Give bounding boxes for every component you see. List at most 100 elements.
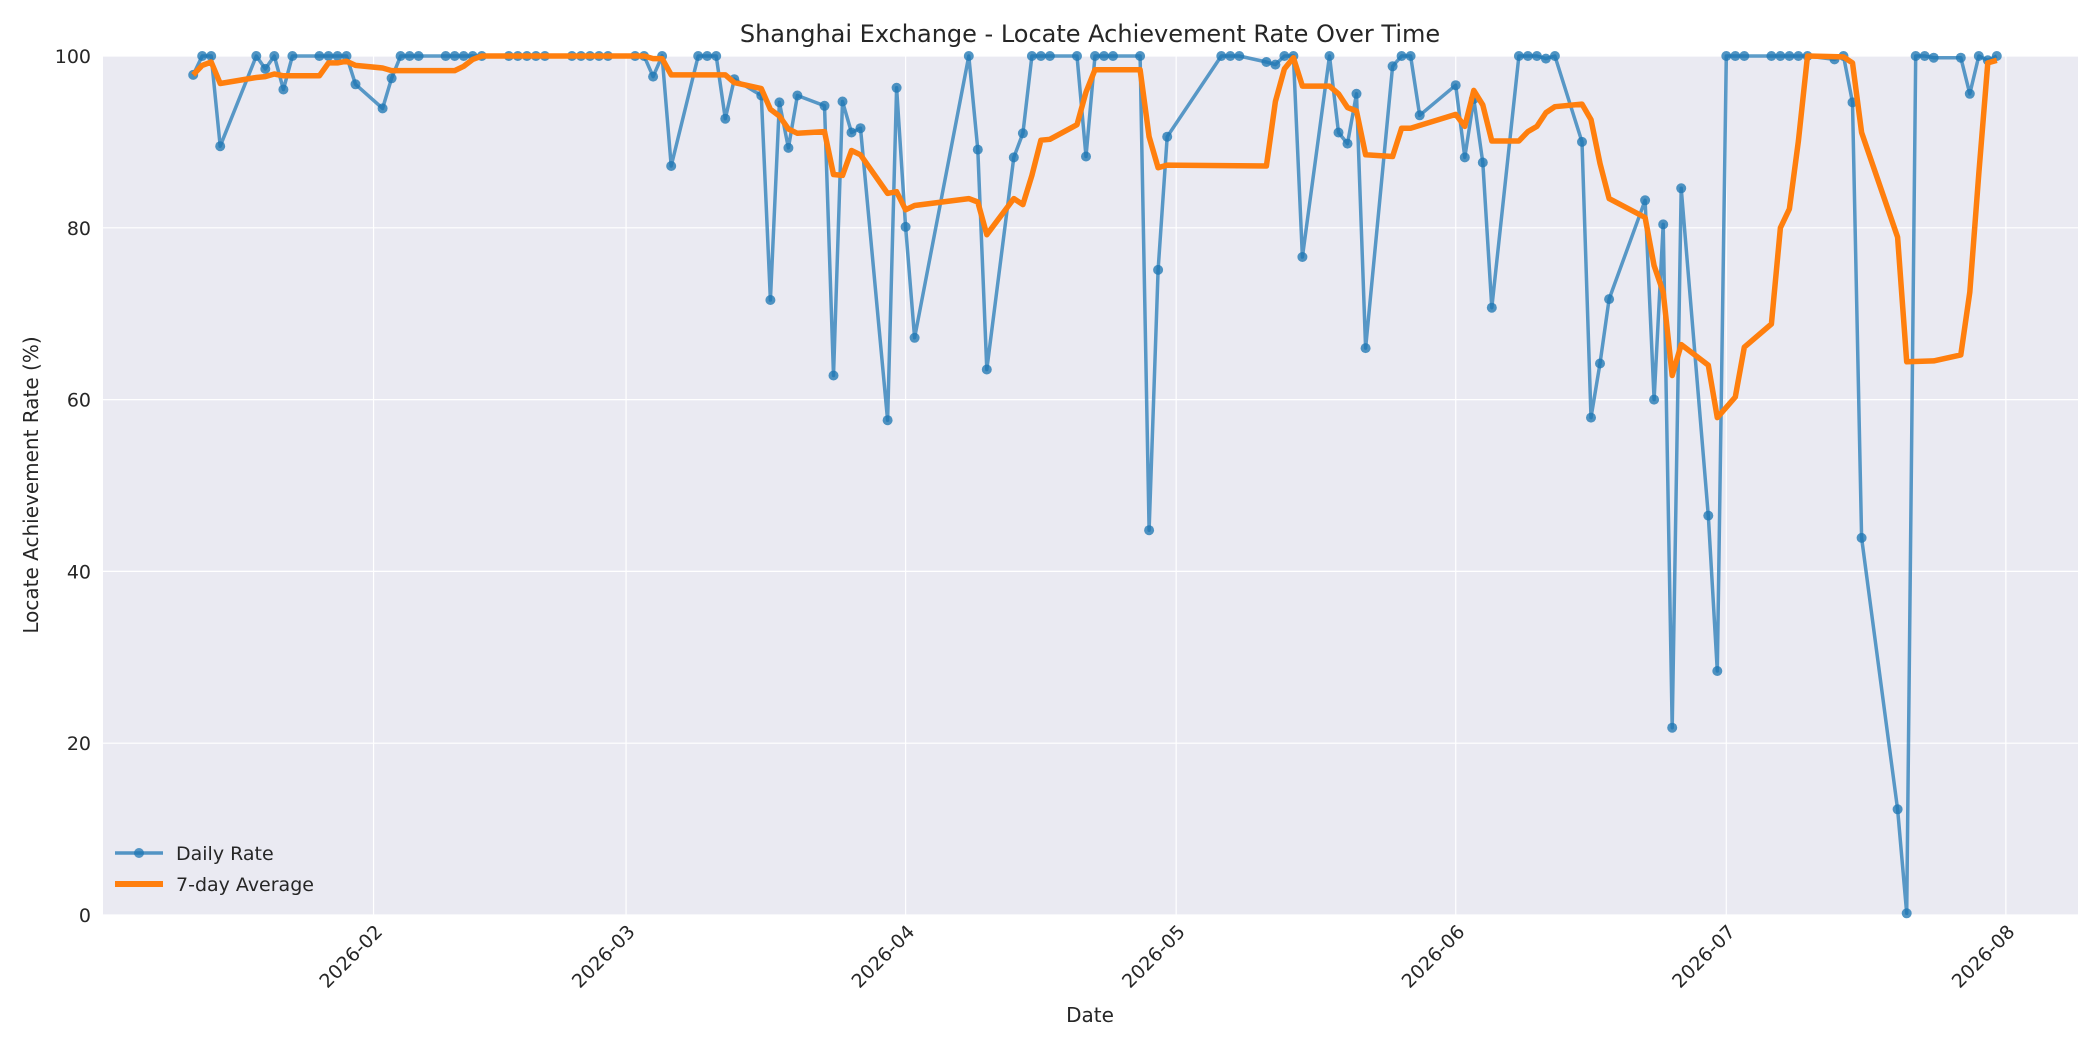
data-point-daily-rate (1351, 88, 1362, 99)
data-point-daily-rate (1577, 136, 1587, 147)
data-point-daily-rate (1540, 53, 1551, 64)
data-point-daily-rate (963, 51, 974, 61)
data-point-daily-rate (1017, 128, 1028, 139)
data-point-daily-rate (855, 123, 866, 134)
data-point-daily-rate (1450, 80, 1461, 91)
x-tick-label: 2026-04 (847, 921, 919, 993)
data-point-daily-rate (882, 415, 893, 426)
data-point-daily-rate (1928, 52, 1939, 63)
data-point-daily-rate (260, 63, 271, 74)
data-point-daily-rate (1008, 152, 1019, 163)
data-point-daily-rate (1649, 394, 1660, 405)
data-point-daily-rate (1162, 131, 1173, 142)
data-point-daily-rate (1333, 127, 1344, 138)
data-point-daily-rate (720, 113, 731, 124)
data-point-daily-rate (819, 100, 830, 111)
data-point-daily-rate (1964, 88, 1975, 99)
legend-label-7-day-average: 7-day Average (176, 874, 314, 896)
data-point-daily-rate (1486, 302, 1497, 313)
data-point-daily-rate (1459, 152, 1470, 163)
y-tick-label: 80 (67, 218, 91, 240)
legend: Daily Rate 7-day Average (115, 843, 314, 896)
data-point-daily-rate (1712, 666, 1723, 676)
data-point-daily-rate (711, 51, 722, 61)
data-point-daily-rate (1297, 252, 1308, 262)
data-point-daily-rate (900, 221, 911, 232)
y-tick-label: 40 (67, 561, 91, 583)
data-point-daily-rate (1676, 183, 1687, 194)
data-point-daily-rate (1387, 61, 1398, 72)
data-point-daily-rate (1856, 532, 1867, 543)
data-point-daily-rate (828, 370, 839, 381)
data-point-daily-rate (377, 103, 388, 114)
data-point-daily-rate (1658, 219, 1669, 230)
data-point-daily-rate (1090, 51, 1100, 61)
data-point-daily-rate (1549, 51, 1560, 61)
data-point-daily-rate (783, 142, 794, 153)
data-point-daily-rate (837, 96, 848, 107)
data-point-daily-rate (891, 82, 902, 93)
x-tick-label: 2026-07 (1668, 921, 1740, 993)
data-point-daily-rate (1595, 358, 1605, 369)
x-axis: 2026-02 2026-03 2026-04 2026-05 2026-06 2026-… (315, 921, 2019, 993)
data-point-daily-rate (693, 51, 704, 61)
series-line-7-day-average (191, 53, 1998, 421)
chart-title: Shanghai Exchange - Locate Achievement R… (740, 20, 1440, 48)
data-point-daily-rate (1766, 51, 1777, 61)
data-point-daily-rate (1360, 343, 1371, 354)
data-point-daily-rate (1973, 51, 1984, 61)
x-axis-title: Date (1066, 1003, 1114, 1027)
data-point-daily-rate (1739, 51, 1750, 61)
data-point-daily-rate (1730, 51, 1741, 61)
data-point-daily-rate (1640, 195, 1651, 206)
data-point-daily-rate (765, 295, 776, 305)
data-point-daily-rate (197, 51, 208, 61)
data-point-daily-rate (395, 51, 406, 61)
data-point-daily-rate (1414, 110, 1425, 121)
x-tick-label: 2026-02 (315, 921, 387, 993)
data-point-daily-rate (1901, 908, 1912, 919)
data-point-daily-rate (1044, 51, 1055, 61)
y-axis: 0 20 40 60 80 100 (55, 46, 91, 927)
data-point-daily-rate (1477, 157, 1488, 168)
y-tick-label: 60 (67, 390, 91, 412)
data-point-daily-rate (1703, 510, 1714, 521)
plot-background (103, 56, 2078, 915)
data-point-daily-rate (1586, 412, 1596, 423)
data-point-daily-rate (1775, 51, 1786, 61)
data-point-daily-rate (1099, 51, 1109, 61)
data-point-daily-rate (1072, 51, 1082, 61)
data-point-daily-rate (981, 364, 992, 375)
data-point-daily-rate (404, 51, 415, 61)
x-tick-label: 2026-03 (568, 921, 640, 993)
data-point-daily-rate (1604, 294, 1615, 305)
markers-daily-rate (188, 51, 2002, 919)
legend-marker-daily-rate (134, 848, 144, 858)
data-point-daily-rate (350, 79, 361, 90)
data-point-daily-rate (1279, 51, 1290, 61)
data-point-daily-rate (323, 51, 334, 61)
data-point-daily-rate (1667, 722, 1678, 733)
data-point-daily-rate (1135, 51, 1146, 61)
data-point-daily-rate (440, 51, 451, 61)
data-point-daily-rate (1405, 51, 1416, 61)
data-point-daily-rate (269, 51, 280, 61)
data-point-daily-rate (1081, 151, 1091, 162)
data-point-daily-rate (1892, 804, 1903, 815)
data-point-daily-rate (215, 141, 226, 152)
data-point-daily-rate (206, 51, 217, 61)
data-point-daily-rate (648, 71, 659, 82)
data-point-daily-rate (1144, 525, 1155, 536)
data-point-daily-rate (1910, 51, 1921, 61)
data-point-daily-rate (1026, 51, 1037, 61)
data-point-daily-rate (774, 97, 785, 108)
data-point-daily-rate (314, 51, 325, 61)
data-point-daily-rate (1955, 52, 1966, 63)
data-point-daily-rate (1225, 51, 1236, 61)
data-point-daily-rate (666, 161, 677, 171)
data-point-daily-rate (251, 51, 262, 61)
data-point-daily-rate (909, 332, 920, 343)
x-tick-label: 2026-06 (1398, 921, 1470, 993)
